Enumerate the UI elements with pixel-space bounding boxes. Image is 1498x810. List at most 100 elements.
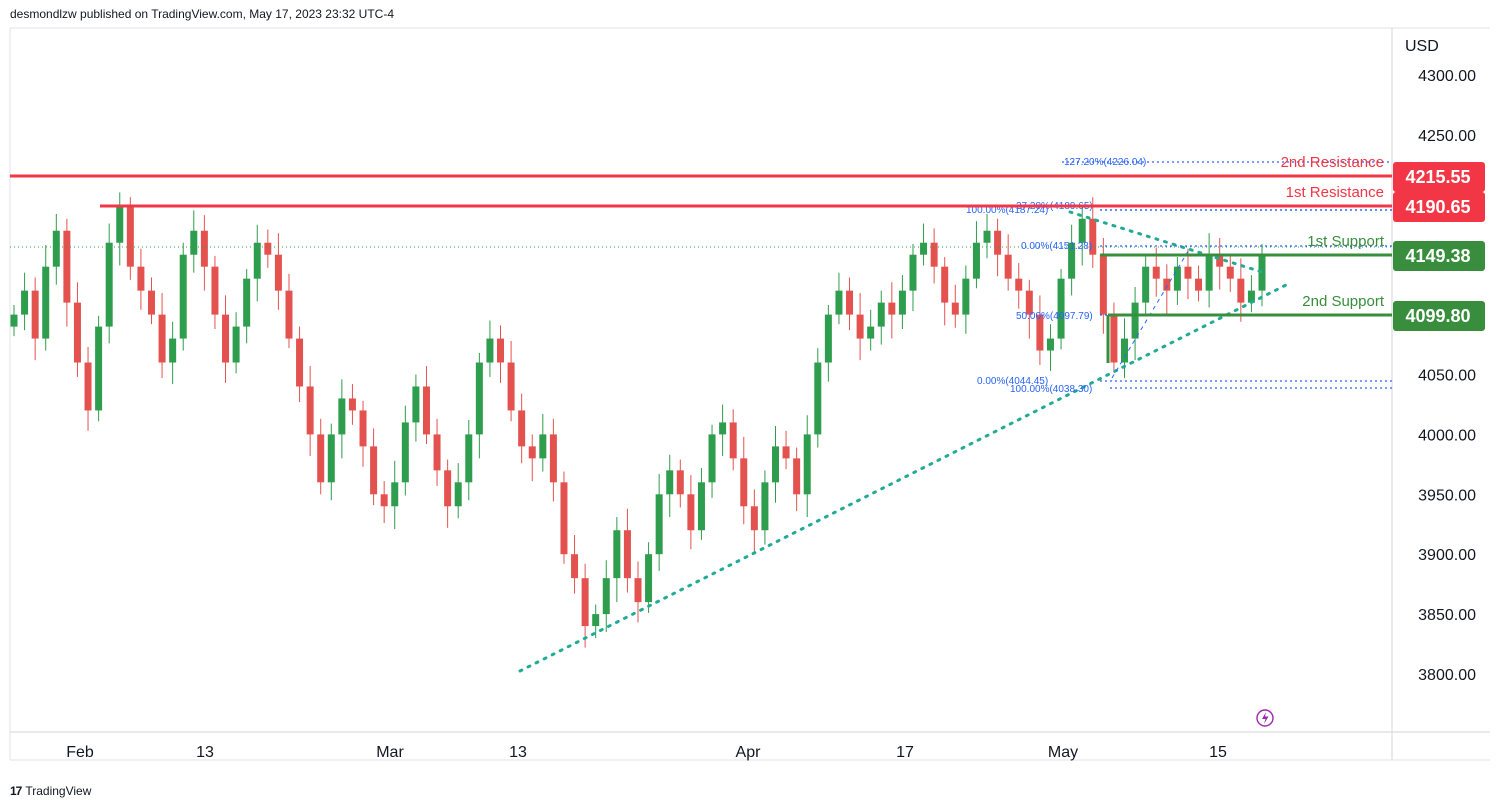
candle <box>994 218 1002 277</box>
candle-body <box>274 254 282 291</box>
candle-body <box>645 554 653 603</box>
candle-body <box>105 242 113 327</box>
candle-body <box>867 326 875 339</box>
candle <box>708 424 716 498</box>
candle <box>528 434 536 482</box>
candle-body <box>169 338 177 363</box>
x-tick-label: Apr <box>736 744 762 761</box>
candle <box>634 561 642 623</box>
footer-brand[interactable]: 17 TradingView <box>10 784 91 798</box>
candle <box>497 325 505 383</box>
candle-body <box>719 422 727 435</box>
candle-body <box>380 494 388 507</box>
candle <box>560 471 568 564</box>
x-tick-label: 15 <box>1209 744 1227 761</box>
candle-body <box>147 290 155 315</box>
candle <box>285 273 293 349</box>
candle <box>232 312 240 374</box>
candle <box>359 400 367 467</box>
candle <box>920 223 928 266</box>
candle-body <box>1036 314 1044 351</box>
level-label: 1st Resistance <box>1286 184 1384 201</box>
level-label: 2nd Resistance <box>1281 154 1384 171</box>
candle-body <box>803 434 811 495</box>
candle-body <box>1205 254 1213 291</box>
price-tag <box>1393 301 1485 331</box>
candle <box>888 282 896 339</box>
candle <box>222 295 230 383</box>
candle <box>972 221 980 289</box>
candle <box>507 340 515 422</box>
y-tick-label: 4250.00 <box>1418 128 1476 145</box>
lightning-icon[interactable] <box>1256 709 1274 727</box>
candle <box>433 418 441 486</box>
candle <box>592 604 600 639</box>
rising-trendline <box>518 281 1292 673</box>
candle-body <box>539 434 547 459</box>
candle <box>370 428 378 506</box>
candle <box>63 218 71 327</box>
candle <box>613 517 621 603</box>
candle <box>846 277 854 331</box>
candle-body <box>327 434 335 483</box>
candle-body <box>137 266 145 291</box>
candle-body <box>888 302 896 315</box>
candle-body <box>391 482 399 507</box>
candle <box>338 379 346 459</box>
candle-body <box>317 434 325 483</box>
price-tag-label: 4099.80 <box>1405 306 1470 326</box>
candle <box>856 293 864 361</box>
candle <box>95 315 103 422</box>
support-level: 2nd Support 4099.80 <box>1106 293 1485 363</box>
candle-body <box>243 278 251 327</box>
y-axis[interactable]: 4300.004250.004200.004150.004100.004050.… <box>1418 68 1476 684</box>
candle-body <box>42 266 50 339</box>
candle <box>475 352 483 459</box>
candle-body <box>793 458 801 495</box>
candle <box>31 277 39 361</box>
candle-body <box>1015 278 1023 291</box>
candle <box>1226 254 1234 292</box>
resistance-level: 1st Resistance 4190.65 <box>100 184 1485 222</box>
candle <box>52 213 60 285</box>
tradingview-logo-icon: 17 <box>10 784 22 798</box>
candle-body <box>528 446 536 459</box>
candle-body <box>412 386 420 423</box>
candle-body <box>898 290 906 315</box>
candle-body <box>401 422 409 483</box>
candle <box>1195 265 1203 302</box>
fib-label: 50.00%(4097.79) <box>1016 311 1093 322</box>
price-tag-label: 4190.65 <box>1405 197 1470 217</box>
candle <box>1121 318 1129 379</box>
resistance-level: 2nd Resistance 4215.55 <box>10 154 1485 192</box>
candle <box>116 192 124 266</box>
candle-body <box>1226 266 1234 279</box>
candle-body <box>951 302 959 315</box>
candle <box>941 257 949 326</box>
x-axis[interactable]: Feb 13 Mar 13 Apr 17 May 15 <box>66 744 1227 761</box>
y-tick-label: 3900.00 <box>1418 547 1476 564</box>
fib-anchor-line <box>1111 247 1191 379</box>
candle <box>73 282 81 377</box>
candle-body <box>1078 218 1086 243</box>
candle-body <box>179 254 187 339</box>
candle <box>243 269 251 344</box>
candle-body <box>581 578 589 627</box>
level-label: 2nd Support <box>1302 293 1385 310</box>
falling-trendline <box>1068 210 1264 274</box>
candle <box>1025 279 1033 339</box>
fib-label: 0.00%(4044.45) <box>977 376 1048 387</box>
candle <box>549 418 557 502</box>
candle-body <box>338 398 346 435</box>
candle <box>454 463 462 519</box>
candle-body <box>782 446 790 459</box>
candle-body <box>666 470 674 495</box>
candle-body <box>972 242 980 279</box>
candle <box>930 228 938 284</box>
candle-body <box>433 434 441 471</box>
footer-brand-label: TradingView <box>25 784 92 798</box>
candle <box>898 275 906 329</box>
fib-label: 0.00%(4151.28) <box>1021 241 1092 252</box>
y-tick-label: 3850.00 <box>1418 607 1476 624</box>
